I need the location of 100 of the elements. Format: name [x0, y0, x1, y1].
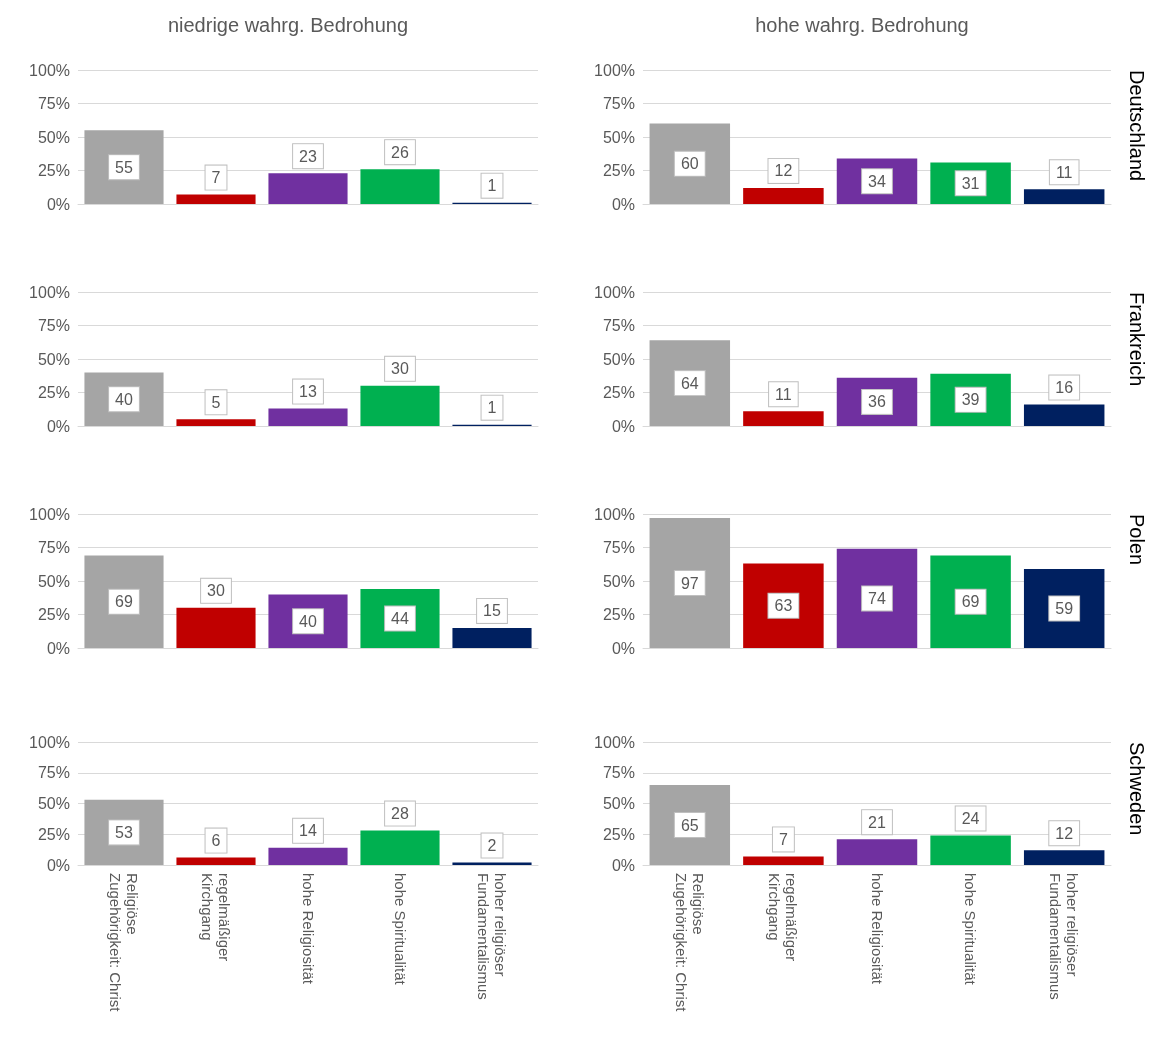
- data-label: 23: [299, 147, 317, 165]
- y-tick-label: 0%: [611, 417, 635, 435]
- y-tick-label: 25%: [37, 384, 70, 401]
- bar: [176, 419, 256, 426]
- x-tick-label: hohe Religiosität: [299, 873, 317, 985]
- data-label: 11: [1055, 163, 1073, 181]
- data-label: 1: [487, 399, 497, 417]
- bar: [930, 835, 1011, 865]
- data-label: 53: [115, 823, 133, 841]
- y-tick-label: 0%: [611, 856, 635, 874]
- bar: [268, 408, 348, 426]
- data-label: 14: [299, 822, 317, 840]
- y-tick-label: 75%: [37, 95, 70, 112]
- data-label: 15: [483, 602, 501, 620]
- y-tick-label: 100%: [594, 61, 635, 79]
- data-label: 7: [211, 169, 221, 187]
- data-label: 30: [391, 360, 409, 378]
- data-label: 40: [115, 390, 133, 408]
- data-label: 36: [868, 393, 886, 411]
- data-label: 74: [868, 589, 886, 607]
- y-tick-label: 25%: [37, 606, 70, 623]
- bar: [176, 194, 256, 204]
- y-tick-label: 50%: [37, 572, 70, 590]
- data-label: 30: [207, 582, 225, 600]
- y-tick-label: 100%: [29, 733, 70, 751]
- x-tick-label: regelmäßiger Kirchgang: [766, 873, 801, 966]
- data-label: 11: [775, 385, 792, 403]
- chart-title: hohe wahrg. Bedrohung: [755, 14, 969, 36]
- bar: [1023, 189, 1105, 204]
- y2-axis-title: Deutschland: [1126, 70, 1148, 182]
- y-tick-label: 0%: [46, 417, 70, 435]
- bar: [1023, 850, 1105, 865]
- y-tick-label: 50%: [37, 350, 70, 368]
- y-tick-label: 25%: [602, 162, 635, 179]
- y-tick-label: 0%: [46, 639, 70, 657]
- y-tick-label: 0%: [611, 639, 635, 657]
- y2-axis-title: Polen: [1126, 514, 1148, 566]
- data-label: 34: [868, 172, 886, 190]
- y-tick-label: 25%: [37, 162, 70, 179]
- y-tick-label: 100%: [29, 283, 70, 301]
- x-tick-label: Religiöse Zugehörigkeit: Christ: [672, 873, 707, 1013]
- bar: [836, 839, 918, 865]
- x-tick-label: hohe Religiosität: [868, 873, 886, 985]
- y-tick-label: 75%: [37, 764, 70, 782]
- x-tick-label: hohe Spiritualität: [962, 873, 980, 986]
- bar: [743, 411, 824, 426]
- data-label: 6: [211, 832, 221, 850]
- y-tick-label: 100%: [594, 733, 635, 751]
- data-label: 7: [778, 830, 788, 848]
- data-label: 60: [680, 155, 699, 173]
- x-tick-label: Religiöse Zugehörigkeit: Christ: [107, 873, 141, 1013]
- y-tick-label: 50%: [602, 350, 635, 368]
- data-label: 69: [961, 593, 980, 611]
- data-label: 65: [680, 816, 699, 834]
- y-tick-label: 100%: [594, 283, 635, 301]
- y-tick-label: 0%: [46, 195, 70, 213]
- x-tick-label: regelmäßiger Kirchgang: [199, 873, 233, 966]
- y-tick-label: 75%: [602, 539, 635, 556]
- y-tick-label: 25%: [602, 606, 635, 623]
- y-tick-label: 75%: [602, 317, 635, 334]
- data-label: 12: [1055, 824, 1074, 842]
- data-label: 12: [774, 162, 793, 180]
- bar: [176, 857, 256, 865]
- data-label: 31: [961, 174, 980, 192]
- data-label: 63: [774, 597, 793, 615]
- y-tick-label: 25%: [37, 825, 70, 843]
- x-tick-label: hohe Spiritualität: [391, 873, 409, 986]
- y-tick-label: 25%: [602, 825, 635, 843]
- bar: [176, 607, 256, 648]
- bar: [268, 173, 348, 204]
- bar: [836, 548, 918, 648]
- data-label: 24: [961, 809, 980, 827]
- y-tick-label: 50%: [37, 795, 70, 812]
- bar: [360, 385, 440, 426]
- data-label: 21: [868, 813, 886, 831]
- bar: [649, 518, 731, 648]
- y-tick-label: 100%: [29, 61, 70, 79]
- y-tick-label: 0%: [611, 195, 635, 213]
- data-label: 44: [391, 610, 409, 628]
- bar: [268, 847, 348, 865]
- bar: [1023, 404, 1105, 426]
- data-label: 39: [961, 391, 980, 409]
- bar: [360, 830, 440, 865]
- y-tick-label: 50%: [37, 128, 70, 146]
- data-label: 55: [115, 158, 133, 176]
- y-tick-label: 75%: [602, 764, 635, 782]
- y-tick-label: 50%: [602, 128, 635, 146]
- data-label: 59: [1055, 599, 1074, 617]
- y-tick-label: 75%: [37, 317, 70, 334]
- y-tick-label: 75%: [602, 95, 635, 112]
- bar: [743, 856, 824, 865]
- y-tick-label: 100%: [594, 505, 635, 523]
- bar: [743, 187, 824, 204]
- data-label: 64: [680, 374, 699, 392]
- data-label: 40: [299, 612, 317, 630]
- y-tick-label: 100%: [29, 505, 70, 523]
- y-tick-label: 25%: [602, 384, 635, 401]
- bar: [452, 627, 532, 648]
- y2-axis-title: Schweden: [1126, 742, 1148, 836]
- y-tick-label: 50%: [602, 572, 635, 590]
